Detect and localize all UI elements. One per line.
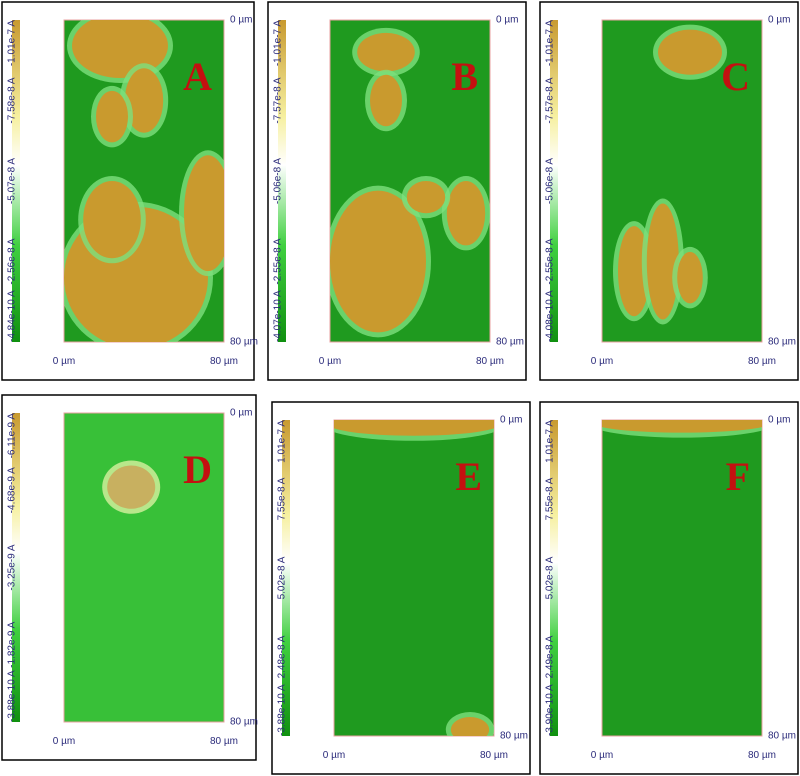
colorbar-tick-label: 7.55e-8 A [544,477,555,520]
y-axis-label: 80 µm [496,337,524,348]
x-axis-label: 0 µm [53,356,75,367]
map [333,419,495,737]
colorbar-tick-label: 7.55e-8 A [276,477,287,520]
feature [658,29,722,75]
x-axis-label: 0 µm [591,750,613,761]
y-axis-label: 80 µm [500,731,528,742]
x-axis-label: 80 µm [210,356,238,367]
feature [334,420,494,436]
colorbar-tick-label: 5.02e-8 A [276,556,287,599]
colorbar-tick-label: 1.01e-7 A [544,420,555,463]
colorbar [278,20,286,342]
y-axis-label: 0 µm [230,408,252,419]
colorbar [550,20,558,342]
colorbar-tick-label: -3.88e-10 A [276,684,287,736]
colorbar-tick-label: -4.08e-10 A [544,290,555,342]
map-features [602,420,762,438]
colorbar-tick-label: -7.57e-8 A [272,77,283,123]
colorbar-tick-label: -1.82e-9 A [6,621,17,667]
feature [646,203,679,320]
colorbar-tick-label: -7.57e-8 A [544,77,555,123]
y-axis-label: 0 µm [496,15,518,26]
colorbar [12,20,20,342]
x-axis-label: 0 µm [323,750,345,761]
map-features [613,24,727,325]
y-axis-label: 0 µm [500,415,522,426]
colorbar-tick-label: -4.84e-10 A [6,290,17,342]
x-axis-label: 0 µm [591,356,613,367]
map-features [102,460,161,514]
colorbar-tick-label: 5.02e-8 A [544,556,555,599]
panel-label: C [721,54,750,99]
colorbar-tick-label: -2.55e-8 A [544,238,555,284]
x-axis-label: 80 µm [480,750,508,761]
colorbar [12,413,20,722]
panel: -1.01e-7 A -7.58e-8 A -5.07e-8 A -2.56e-8 A… [1,1,258,381]
x-axis-label: 0 µm [319,356,341,367]
feature [370,74,402,127]
panel: -1.01e-7 A -7.57e-8 A -5.06e-8 A -2.55e-8 A… [267,1,527,381]
map [601,419,763,737]
colorbar [282,420,290,736]
x-axis-label: 80 µm [748,356,776,367]
feature [450,717,490,736]
y-axis-label: 80 µm [768,337,796,348]
feature [446,181,486,246]
panel: -1.01e-7 A -7.57e-8 A -5.06e-8 A -2.55e-8 A… [539,1,799,381]
colorbar-tick-label: -1.01e-7 A [544,20,555,66]
y-axis-label: 80 µm [230,717,258,728]
feature [83,181,141,259]
y-axis-label: 0 µm [230,15,252,26]
panel-label: E [455,454,482,499]
panel-label: F [726,454,750,499]
colorbar-tick-label: -1.01e-7 A [272,20,283,66]
colorbar [550,420,558,736]
x-axis-label: 80 µm [210,736,238,747]
colorbar-tick-label: 2.49e-8 A [544,635,555,678]
colorbar-tick-label: -6.11e-9 A [6,413,17,459]
colorbar-tick-label: 2.48e-8 A [276,635,287,678]
colorbar-tick-label: -5.06e-8 A [544,158,555,204]
y-axis-label: 80 µm [768,731,796,742]
feature [677,251,703,304]
colorbar-tick-label: 1.01e-7 A [276,420,287,463]
y-axis-label: 0 µm [768,15,790,26]
x-axis-label: 80 µm [476,356,504,367]
colorbar-tick-label: -3.25e-9 A [6,544,17,590]
colorbar-tick-label: -5.07e-8 A [6,158,17,204]
panel-label: A [183,54,212,99]
feature [357,32,415,72]
feature [330,190,426,333]
feature [107,465,156,509]
colorbar-tick-label: -3.88e-10 A [6,670,17,722]
panel-label: D [183,447,212,492]
colorbar-tick-label: -5.06e-8 A [272,158,283,204]
panel: 1.01e-7 A 7.55e-8 A 5.02e-8 A 2.48e-8 A -3.8… [271,401,531,775]
panel: 1.01e-7 A 7.55e-8 A 5.02e-8 A 2.49e-8 A -3.9… [539,401,799,775]
colorbar-tick-label: -4.68e-9 A [6,467,17,513]
colorbar-tick-label: -7.58e-8 A [6,77,17,123]
colorbar-tick-label: -2.56e-8 A [6,238,17,284]
y-axis-label: 0 µm [768,415,790,426]
panel-label: B [451,54,478,99]
map-features [64,20,224,342]
feature [96,90,128,143]
feature [124,68,164,133]
y-axis-label: 80 µm [230,337,258,348]
panel: -6.11e-9 A -4.68e-9 A -3.25e-9 A -1.82e-9 A… [1,394,258,761]
colorbar-tick-label: -3.90e-10 A [544,684,555,736]
feature [406,181,446,214]
feature [602,420,762,433]
map-features [334,420,494,736]
x-axis-label: 0 µm [53,736,75,747]
feature [184,155,224,272]
feature [618,226,650,317]
colorbar-tick-label: -4.07e-10 A [272,290,283,342]
colorbar-tick-label: -2.55e-8 A [272,238,283,284]
map-features [330,27,490,338]
x-axis-label: 80 µm [748,750,776,761]
colorbar-tick-label: -1.01e-7 A [6,20,17,66]
